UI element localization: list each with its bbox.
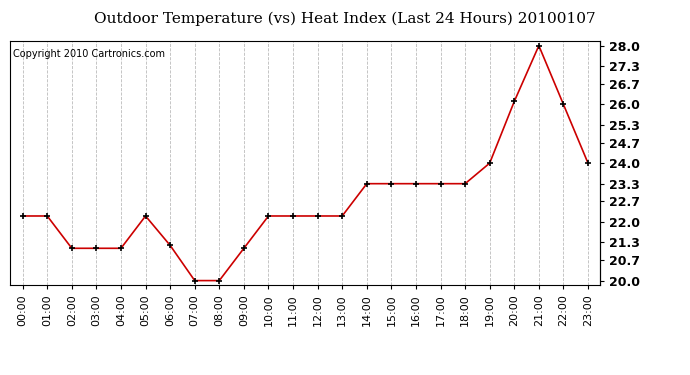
Text: Copyright 2010 Cartronics.com: Copyright 2010 Cartronics.com [13,49,166,58]
Text: Outdoor Temperature (vs) Heat Index (Last 24 Hours) 20100107: Outdoor Temperature (vs) Heat Index (Las… [95,11,595,26]
